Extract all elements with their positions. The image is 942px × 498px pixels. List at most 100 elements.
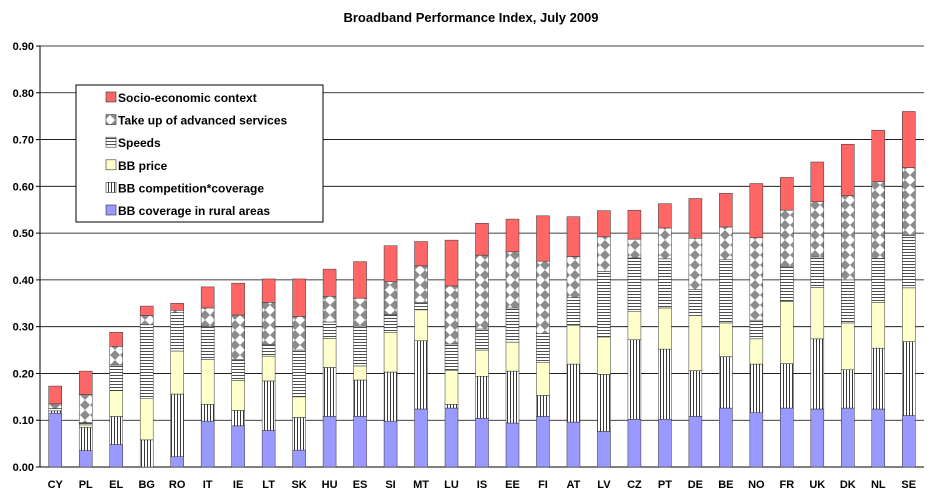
bar-segment-sk-s1 bbox=[292, 417, 306, 451]
x-tick-label: CZ bbox=[627, 479, 642, 491]
bar-segment-pl-s5 bbox=[78, 370, 93, 395]
x-tick-label: IE bbox=[233, 479, 243, 491]
bar-segment-nl-s1 bbox=[871, 347, 886, 410]
bar-segment-mt-s4 bbox=[414, 265, 428, 303]
bar-segment-bg-s4 bbox=[139, 315, 154, 326]
bar-segment-lt-s3 bbox=[261, 344, 276, 357]
bar-segment-be-s3 bbox=[719, 259, 733, 324]
bar-segment-ee-s1 bbox=[505, 370, 520, 424]
bar-segment-ee-s2 bbox=[505, 341, 520, 372]
bar-stack-bg bbox=[139, 305, 154, 468]
bar-segment-lv-s3 bbox=[597, 271, 611, 338]
legend-swatch bbox=[105, 204, 117, 216]
bar-segment-bg-s1 bbox=[139, 439, 154, 468]
bar-segment-it-s2 bbox=[200, 359, 215, 405]
bar-stack-is bbox=[475, 223, 489, 468]
x-tick-label: SK bbox=[291, 479, 306, 491]
bar-segment-it-s1 bbox=[200, 404, 215, 422]
legend-label: BB competition*coverage bbox=[118, 181, 264, 195]
bar-segment-el-s1 bbox=[109, 416, 123, 445]
bar-segment-fi-s3 bbox=[536, 333, 550, 363]
bar-segment-se-s5 bbox=[902, 111, 916, 168]
bar-segment-mt-s3 bbox=[414, 302, 428, 311]
bar-segment-ro-s5 bbox=[170, 303, 184, 311]
bar-segment-no-s1 bbox=[749, 363, 764, 413]
bar-segment-sk-s0 bbox=[292, 449, 306, 468]
bar-segment-bg-s5 bbox=[139, 305, 154, 316]
bar-stack-sk bbox=[292, 278, 306, 468]
bar-segment-dk-s4 bbox=[841, 195, 855, 281]
bar-segment-fr-s1 bbox=[780, 363, 794, 409]
bar-segment-si-s3 bbox=[383, 314, 398, 333]
bar-segment-bg-s3 bbox=[139, 324, 154, 399]
bar-segment-cz-s2 bbox=[627, 311, 642, 341]
bar-segment-nl-s5 bbox=[871, 129, 886, 182]
bar-segment-ro-s2 bbox=[170, 350, 184, 395]
bar-segment-cy-s3 bbox=[48, 408, 62, 412]
x-tick-label: FR bbox=[779, 479, 794, 491]
legend-swatch bbox=[105, 159, 117, 171]
x-tick-label: PL bbox=[79, 479, 93, 491]
bar-segment-ie-s1 bbox=[231, 410, 245, 427]
legend-label: BB price bbox=[118, 159, 168, 173]
x-tick-label: DE bbox=[688, 479, 703, 491]
bar-segment-at-s0 bbox=[566, 421, 581, 468]
bar-segment-is-s5 bbox=[475, 223, 489, 256]
bar-stack-no bbox=[749, 183, 764, 468]
bar-segment-uk-s4 bbox=[810, 201, 825, 258]
legend-swatch bbox=[105, 182, 117, 193]
bar-segment-de-s4 bbox=[688, 238, 703, 290]
bar-segment-dk-s0 bbox=[841, 407, 855, 468]
bar-segment-hu-s0 bbox=[322, 416, 337, 468]
y-tick-label: 0.90 bbox=[13, 41, 34, 53]
bar-segment-no-s4 bbox=[749, 237, 764, 321]
bar-segment-nl-s3 bbox=[871, 258, 886, 303]
bar-segment-se-s0 bbox=[902, 415, 916, 468]
bar-segment-lu-s4 bbox=[444, 285, 459, 345]
bar-segment-pt-s1 bbox=[658, 348, 672, 420]
bar-segment-si-s4 bbox=[383, 281, 398, 315]
bar-segment-ro-s0 bbox=[170, 456, 184, 468]
bar-segment-lt-s5 bbox=[261, 278, 276, 303]
bar-segment-lu-s1 bbox=[444, 404, 459, 409]
bar-segment-mt-s0 bbox=[414, 408, 428, 468]
bar-segment-is-s0 bbox=[475, 418, 489, 468]
x-tick-label: CY bbox=[48, 479, 64, 491]
y-tick-label: 0.40 bbox=[13, 275, 34, 287]
bar-segment-el-s3 bbox=[109, 364, 123, 392]
bar-segment-lu-s0 bbox=[444, 407, 459, 468]
bar-segment-el-s5 bbox=[109, 332, 123, 347]
y-tick-label: 0.60 bbox=[13, 181, 34, 193]
bar-segment-nl-s4 bbox=[871, 181, 886, 259]
legend-swatch bbox=[105, 91, 117, 103]
bar-segment-hu-s5 bbox=[322, 268, 337, 297]
x-tick-label: AT bbox=[567, 479, 581, 491]
bar-segment-lv-s5 bbox=[597, 210, 611, 238]
bar-segment-si-s1 bbox=[383, 371, 398, 422]
legend-label: Take up of advanced services bbox=[118, 114, 288, 128]
bar-segment-mt-s2 bbox=[414, 309, 428, 341]
x-tick-label: PT bbox=[658, 479, 672, 491]
bar-segment-ie-s2 bbox=[231, 380, 245, 411]
bar-segment-cz-s1 bbox=[627, 339, 642, 420]
bar-stack-pt bbox=[658, 203, 672, 468]
x-tick-label: BE bbox=[718, 479, 733, 491]
bar-segment-uk-s3 bbox=[810, 256, 825, 288]
bar-segment-at-s2 bbox=[566, 325, 581, 365]
bar-segment-mt-s5 bbox=[414, 241, 428, 267]
bar-stack-lv bbox=[597, 210, 611, 468]
bar-segment-fr-s3 bbox=[780, 266, 794, 302]
bar-stack-ie bbox=[231, 282, 245, 468]
bar-segment-ee-s4 bbox=[505, 251, 520, 309]
bar-segment-is-s1 bbox=[475, 376, 489, 419]
bar-segment-es-s0 bbox=[353, 416, 367, 468]
x-tick-label: DK bbox=[840, 479, 856, 491]
y-tick-label: 0.50 bbox=[13, 228, 34, 240]
bar-segment-cy-s4 bbox=[48, 403, 62, 409]
bar-segment-at-s3 bbox=[566, 297, 581, 326]
bar-segment-pt-s5 bbox=[658, 203, 672, 229]
bar-stack-ee bbox=[505, 218, 520, 468]
bar-segment-uk-s1 bbox=[810, 338, 825, 410]
bar-stack-pl bbox=[78, 370, 93, 468]
bar-segment-ro-s3 bbox=[170, 312, 184, 352]
